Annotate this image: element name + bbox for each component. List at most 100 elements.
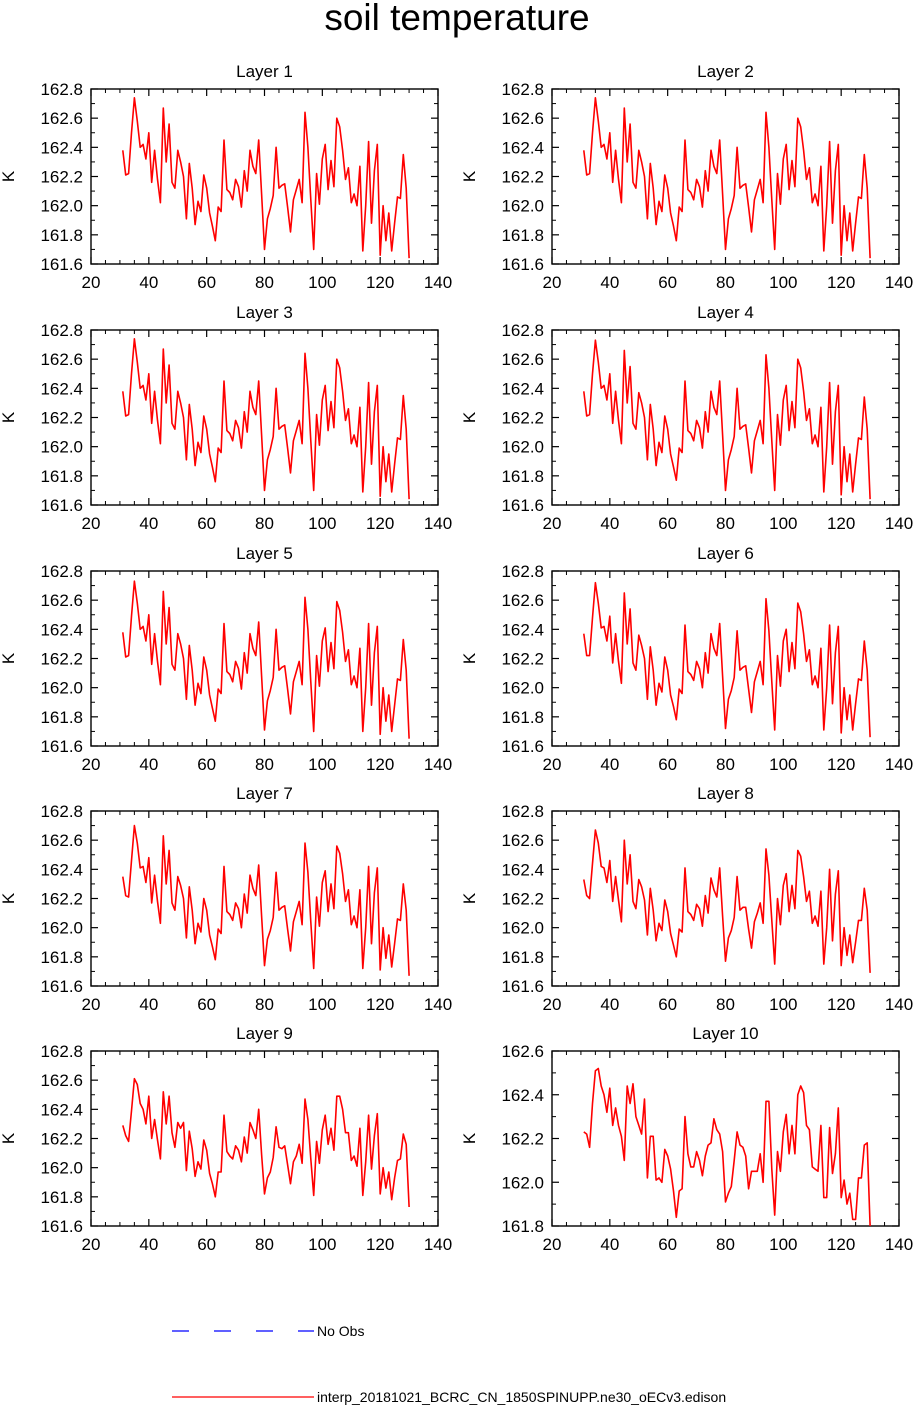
x-tick-label: 100: [308, 1235, 336, 1254]
x-tick-label: 100: [769, 1235, 797, 1254]
y-tick-label: 162.6: [40, 831, 83, 850]
x-tick-label: 80: [255, 273, 274, 292]
y-tick-label: 162.8: [40, 321, 83, 340]
y-tick-label: 162.4: [40, 620, 83, 639]
y-tick-label: 162.0: [40, 919, 83, 938]
x-tick-label: 100: [769, 514, 797, 533]
y-axis-label: K: [460, 411, 479, 423]
y-tick-label: 161.8: [501, 467, 544, 486]
x-tick-label: 120: [827, 995, 855, 1014]
y-axis-label: K: [460, 170, 479, 182]
panel-title: Layer 9: [236, 1024, 293, 1043]
panel-title: Layer 8: [697, 784, 754, 803]
x-tick-label: 140: [424, 1235, 452, 1254]
x-tick-label: 140: [424, 995, 452, 1014]
y-tick-label: 162.8: [40, 1042, 83, 1061]
x-tick-label: 80: [255, 1235, 274, 1254]
x-tick-label: 40: [139, 995, 158, 1014]
y-axis-label: K: [460, 892, 479, 904]
y-tick-label: 162.6: [40, 350, 83, 369]
x-tick-label: 100: [769, 995, 797, 1014]
y-tick-label: 162.2: [40, 409, 83, 428]
x-tick-label: 40: [600, 514, 619, 533]
panel-layer-8: Layer 8 20 40 60 80 100 120 140 161.6 161.8 162.0 1…: [460, 784, 913, 1014]
y-tick-label: 162.2: [501, 409, 544, 428]
y-tick-label: 161.6: [40, 977, 83, 996]
x-tick-label: 20: [543, 995, 562, 1014]
y-tick-label: 162.8: [40, 802, 83, 821]
series-line-interp: [583, 581, 871, 738]
panel-layer-3: Layer 3 20 40 60 80 100 120 140 161.6 161.8 162.0 1…: [0, 303, 452, 533]
x-tick-label: 60: [658, 995, 677, 1014]
x-tick-label: 80: [716, 755, 735, 774]
x-tick-label: 60: [658, 1235, 677, 1254]
y-tick-label: 162.6: [501, 591, 544, 610]
series-line-interp: [583, 339, 871, 500]
x-tick-label: 120: [366, 273, 394, 292]
x-tick-label: 140: [885, 273, 913, 292]
y-axis-label: K: [0, 411, 18, 423]
x-tick-label: 140: [885, 995, 913, 1014]
y-tick-label: 162.2: [501, 1130, 544, 1149]
y-tick-label: 162.4: [501, 620, 544, 639]
x-tick-label: 120: [827, 514, 855, 533]
x-tick-label: 100: [308, 995, 336, 1014]
y-tick-label: 162.6: [40, 591, 83, 610]
x-tick-label: 20: [82, 1235, 101, 1254]
y-tick-label: 162.8: [501, 80, 544, 99]
x-tick-label: 60: [197, 995, 216, 1014]
x-tick-label: 140: [885, 755, 913, 774]
series-line-interp: [583, 1067, 871, 1227]
legend-label-interp: interp_20181021_BCRC_CN_1850SPINUPP.ne30…: [317, 1389, 726, 1405]
x-tick-label: 100: [308, 514, 336, 533]
y-tick-label: 162.4: [40, 860, 83, 879]
panel-title: Layer 6: [697, 544, 754, 563]
x-tick-label: 20: [543, 514, 562, 533]
y-tick-label: 162.4: [501, 138, 544, 157]
x-tick-label: 120: [366, 755, 394, 774]
x-tick-label: 120: [366, 1235, 394, 1254]
y-axis-label: K: [0, 1132, 18, 1144]
x-tick-label: 80: [255, 995, 274, 1014]
y-tick-label: 162.0: [501, 438, 544, 457]
x-tick-label: 100: [308, 755, 336, 774]
y-tick-label: 162.6: [501, 831, 544, 850]
x-tick-label: 100: [769, 273, 797, 292]
y-tick-label: 162.0: [501, 1173, 544, 1192]
y-tick-label: 162.0: [40, 679, 83, 698]
y-tick-label: 161.8: [501, 948, 544, 967]
x-tick-label: 60: [197, 755, 216, 774]
x-tick-label: 20: [82, 755, 101, 774]
x-tick-label: 80: [255, 755, 274, 774]
x-tick-label: 80: [716, 1235, 735, 1254]
y-tick-label: 162.6: [501, 109, 544, 128]
y-axis-label: K: [460, 652, 479, 664]
y-axis-label: K: [0, 892, 18, 904]
panel-layer-2: Layer 2 20 40 60 80 100 120 140 161.6 161.8 162.0 1…: [460, 62, 913, 292]
y-tick-label: 161.8: [501, 708, 544, 727]
x-tick-label: 40: [600, 1235, 619, 1254]
y-tick-label: 161.8: [40, 948, 83, 967]
x-tick-label: 40: [600, 755, 619, 774]
y-tick-label: 162.4: [501, 379, 544, 398]
panel-title: Layer 2: [697, 62, 754, 81]
y-tick-label: 162.4: [501, 860, 544, 879]
y-tick-label: 162.0: [501, 679, 544, 698]
y-tick-label: 162.0: [40, 1159, 83, 1178]
y-tick-label: 162.8: [501, 802, 544, 821]
panel-title: Layer 10: [692, 1024, 758, 1043]
panel-layer-4: Layer 4 20 40 60 80 100 120 140 161.6 161.8 162.0 1…: [460, 303, 913, 533]
y-tick-label: 162.0: [40, 197, 83, 216]
panels-grid: Layer 1 20 40 60 80 100 120 140 161.6 161.8 162.0 1…: [0, 62, 913, 1254]
x-tick-label: 20: [543, 755, 562, 774]
x-tick-label: 20: [82, 514, 101, 533]
y-tick-label: 162.0: [501, 197, 544, 216]
x-tick-label: 40: [139, 755, 158, 774]
series-line-interp: [583, 97, 871, 259]
x-tick-label: 40: [600, 995, 619, 1014]
panel-layer-6: Layer 6 20 40 60 80 100 120 140 161.6 161.8 162.0 1…: [460, 544, 913, 774]
y-tick-label: 162.2: [501, 890, 544, 909]
y-tick-label: 162.4: [40, 1100, 83, 1119]
y-tick-label: 161.8: [40, 467, 83, 486]
y-tick-label: 162.4: [40, 138, 83, 157]
